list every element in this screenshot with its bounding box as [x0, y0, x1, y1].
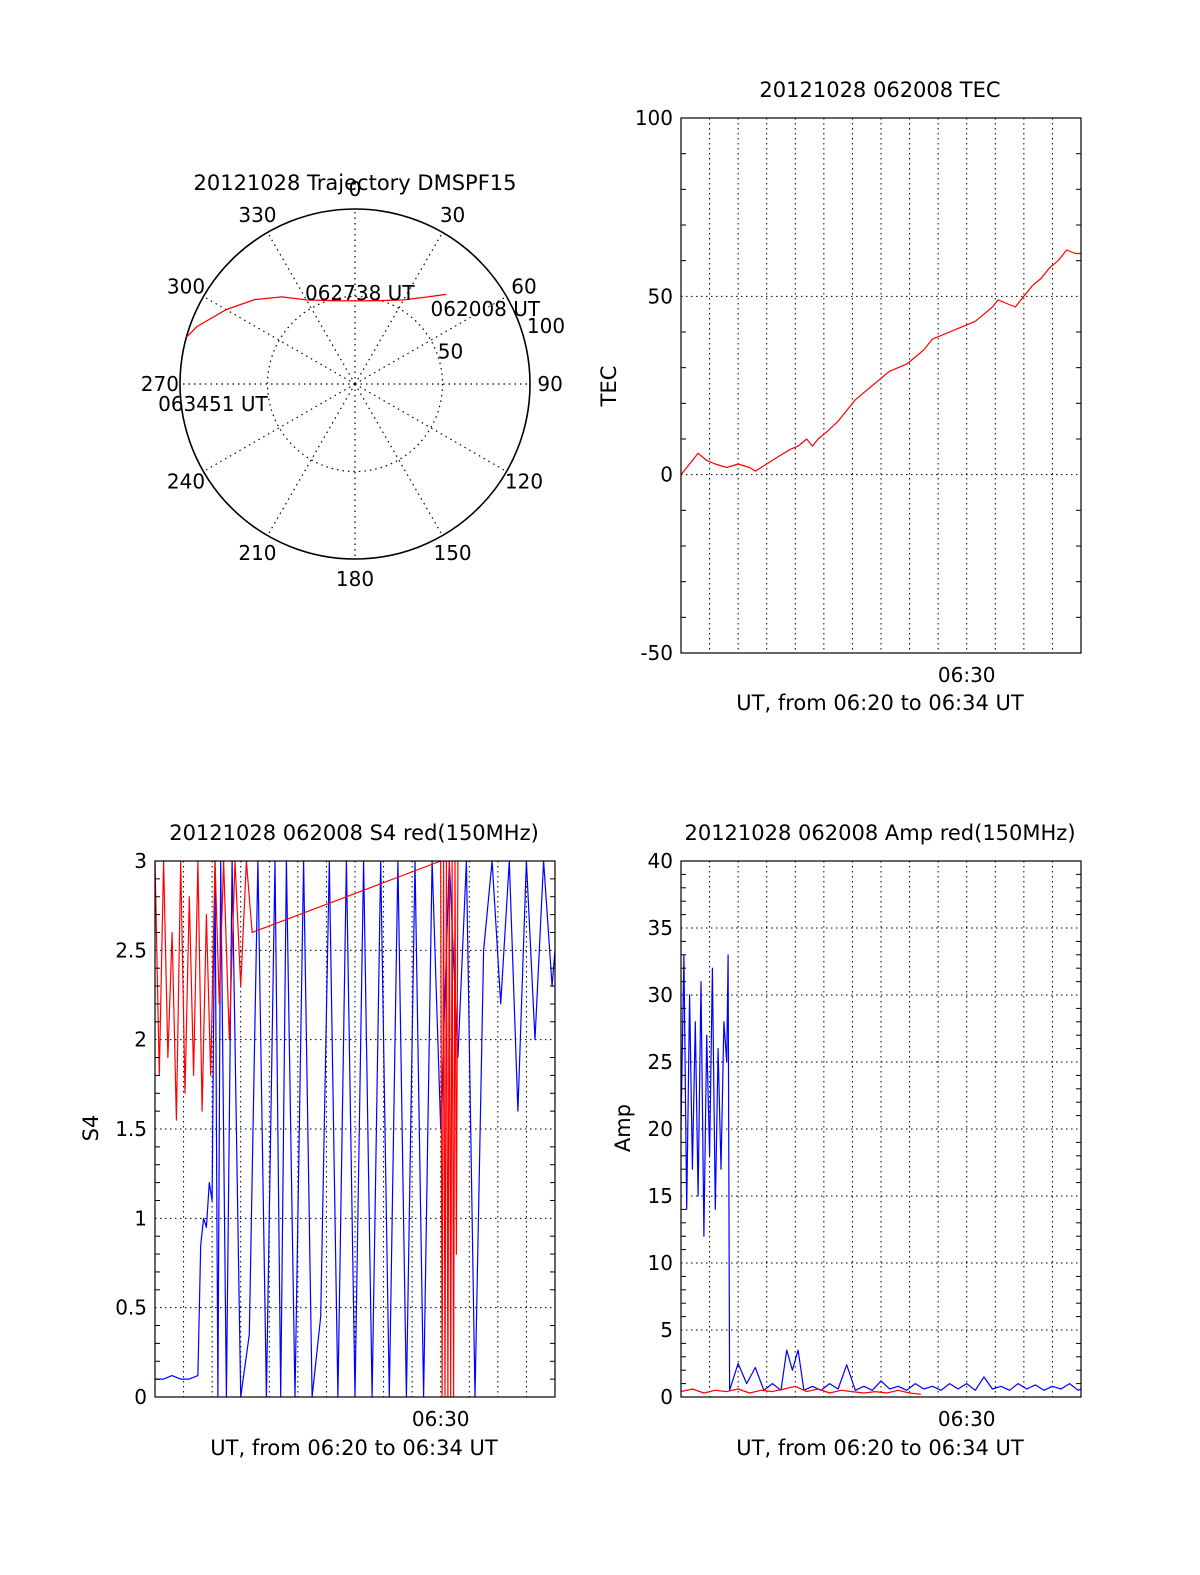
- s4-grid: [155, 861, 555, 1397]
- polar-radial-label: 100: [527, 314, 565, 338]
- s4-xlabel: UT, from 06:20 to 06:34 UT: [210, 1436, 498, 1460]
- trajectory-annotation: 063451 UT: [158, 392, 268, 416]
- tec-ytick-label: -50: [640, 641, 673, 665]
- polar-spoke-330: [266, 232, 356, 385]
- polar-angle-label: 180: [336, 567, 374, 591]
- amp-ytick-label: 15: [648, 1184, 673, 1208]
- s4-ylabel: S4: [79, 1115, 103, 1142]
- amp-ytick-label: 20: [648, 1117, 673, 1141]
- amp-ylabel: Amp: [611, 1104, 635, 1152]
- polar-spoke-120: [354, 383, 507, 473]
- polar-angle-label: 0: [349, 177, 362, 201]
- amp-ytick-label: 30: [648, 983, 673, 1007]
- amp-series-red: [680, 1385, 922, 1395]
- s4-ytick-label: 2.5: [115, 938, 147, 962]
- s4-plot-frame: [154, 860, 556, 1398]
- amp-ytick-label: 5: [660, 1318, 673, 1342]
- s4-xtick-label: 06:30: [412, 1407, 470, 1431]
- amp-plot: 20121028 062008 Amp red(150MHz) UT, from…: [611, 821, 1082, 1460]
- polar-angle-label: 210: [238, 541, 276, 565]
- polar-angle-label: 240: [167, 470, 205, 494]
- tec-plot-frame: [680, 117, 1082, 654]
- tec-ytick-label: 50: [648, 284, 673, 308]
- amp-xtick-label: 06:30: [938, 1407, 996, 1431]
- s4-ytick-label: 2: [134, 1028, 147, 1052]
- s4-ytick-label: 3: [134, 849, 147, 873]
- s4-plot: 20121028 062008 S4 red(150MHz) UT, from …: [79, 821, 556, 1460]
- s4-ytick-label: 1.5: [115, 1117, 147, 1141]
- trajectory-annotation: 062738 UT: [305, 281, 415, 305]
- s4-title: 20121028 062008 S4 red(150MHz): [169, 821, 539, 845]
- trajectory-annotation: 062008 UT: [431, 297, 541, 321]
- polar-angle-label: 330: [238, 203, 276, 227]
- polar-angle-label: 30: [440, 203, 465, 227]
- polar-spoke-150: [354, 383, 444, 536]
- amp-grid: [681, 861, 1081, 1397]
- polar-radial-label: 50: [438, 339, 463, 363]
- amp-ytick-label: 40: [648, 849, 673, 873]
- polar-radial-labels: 50 100: [438, 314, 565, 364]
- polar-outer-circle: [179, 208, 531, 560]
- s4-ytick-label: 1: [134, 1206, 147, 1230]
- tec-ylabel: TEC: [597, 366, 621, 408]
- amp-ytick-label: 10: [648, 1251, 673, 1275]
- tec-xlabel: UT, from 06:20 to 06:34 UT: [736, 691, 1024, 715]
- polar-angle-labels: 0 30 60 90 120 150 180 210 240 270 300 330: [141, 177, 563, 591]
- polar-spoke-210: [266, 383, 356, 536]
- tec-ytick-label: 100: [635, 106, 673, 130]
- trajectory-title: 20121028 Trajectory DMSPF15: [193, 171, 516, 195]
- trajectory-polar-plot: 20121028 Trajectory DMSPF15 0 30 60 90 120 15…: [141, 171, 565, 591]
- tec-title: 20121028 062008 TEC: [759, 78, 1000, 102]
- amp-plot-frame: [680, 860, 1082, 1398]
- amp-ytick-label: 35: [648, 916, 673, 940]
- amp-title: 20121028 062008 Amp red(150MHz): [684, 821, 1075, 845]
- amp-ytick-label: 0: [660, 1385, 673, 1409]
- s4-ytick-label: 0: [134, 1385, 147, 1409]
- tec-grid: [681, 118, 1081, 653]
- polar-trajectory-series: [185, 293, 447, 338]
- amp-xlabel: UT, from 06:20 to 06:34 UT: [736, 1436, 1024, 1460]
- amp-ytick-label: 25: [648, 1050, 673, 1074]
- tec-xtick-label: 06:30: [938, 663, 996, 687]
- amp-series-blue: [680, 954, 1082, 1391]
- polar-ring-50: [266, 295, 444, 473]
- tec-plot: 20121028 062008 TEC UT, from 06:20 to 06…: [597, 78, 1082, 715]
- s4-series-red: [154, 860, 459, 1398]
- polar-annotations: 062008 UT 062738 UT 063451 UT: [158, 281, 541, 416]
- polar-angle-label: 90: [537, 372, 562, 396]
- polar-angle-label: 150: [433, 541, 471, 565]
- s4-ytick-label: 0.5: [115, 1296, 147, 1320]
- tec-ytick-label: 0: [660, 463, 673, 487]
- polar-angle-label: 270: [141, 372, 179, 396]
- polar-angle-label: 300: [167, 274, 205, 298]
- trajectory-line: [185, 293, 447, 338]
- polar-grid: [179, 208, 531, 560]
- polar-angle-label: 60: [511, 274, 536, 298]
- polar-angle-label: 120: [505, 470, 543, 494]
- tec-series-red: [680, 249, 1081, 476]
